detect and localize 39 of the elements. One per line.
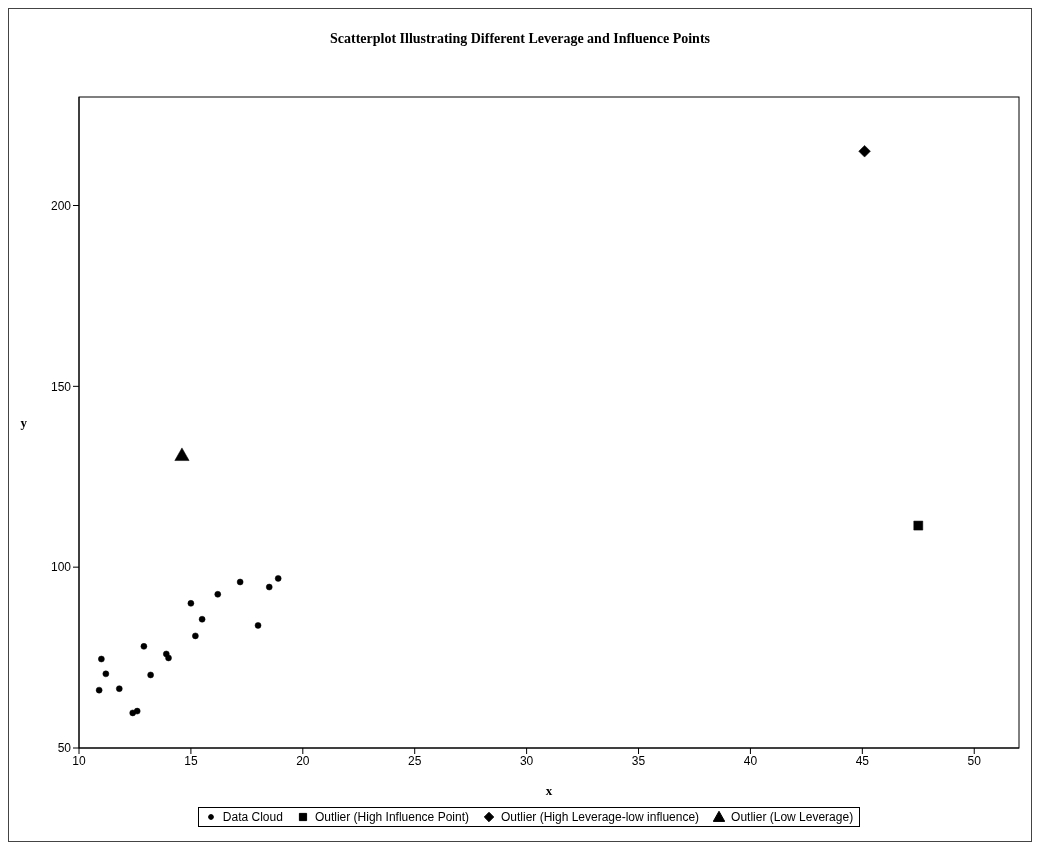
x-tick-label: 15 — [184, 753, 198, 768]
y-tick-label: 150 — [50, 379, 72, 394]
point — [858, 145, 871, 158]
chart-title: Scatterplot Illustrating Different Leverage and Influence Points — [329, 31, 711, 47]
point — [133, 707, 141, 715]
point — [147, 671, 154, 679]
x-tick-label: 30 — [519, 753, 534, 768]
x-tick-label: 25 — [408, 753, 422, 768]
point — [192, 632, 199, 640]
point — [214, 591, 222, 598]
x-tick-label: 20 — [296, 753, 310, 768]
point — [95, 686, 103, 694]
point — [236, 578, 244, 586]
legend-label: Outlier (Low Leverage) — [730, 810, 854, 824]
x-tick-label: 45 — [855, 753, 870, 768]
x-tick-label: 40 — [743, 753, 758, 768]
point — [102, 670, 110, 678]
y-axis-title: y — [20, 415, 28, 431]
x-tick-label: 50 — [967, 753, 982, 768]
point — [187, 600, 195, 607]
x-axis-title: x — [545, 783, 553, 798]
legend-label: Outlier (High Leverage-low influence) — [500, 810, 700, 824]
point — [254, 622, 262, 629]
legend-label: Data Cloud — [221, 810, 283, 824]
point — [98, 655, 105, 663]
legend-label: Outlier (High Influence Point) — [313, 810, 469, 824]
point — [116, 685, 123, 692]
y-tick-label: 50 — [57, 741, 72, 756]
point — [274, 575, 282, 582]
point — [913, 520, 924, 531]
y-tick-label: 200 — [50, 198, 72, 213]
x-tick-label: 10 — [72, 753, 86, 768]
x-tick-label: 35 — [631, 753, 646, 768]
y-tick-label: 100 — [50, 560, 72, 575]
point — [165, 654, 172, 662]
point — [140, 643, 148, 650]
point — [174, 447, 190, 461]
point — [265, 583, 273, 591]
point — [198, 616, 206, 623]
